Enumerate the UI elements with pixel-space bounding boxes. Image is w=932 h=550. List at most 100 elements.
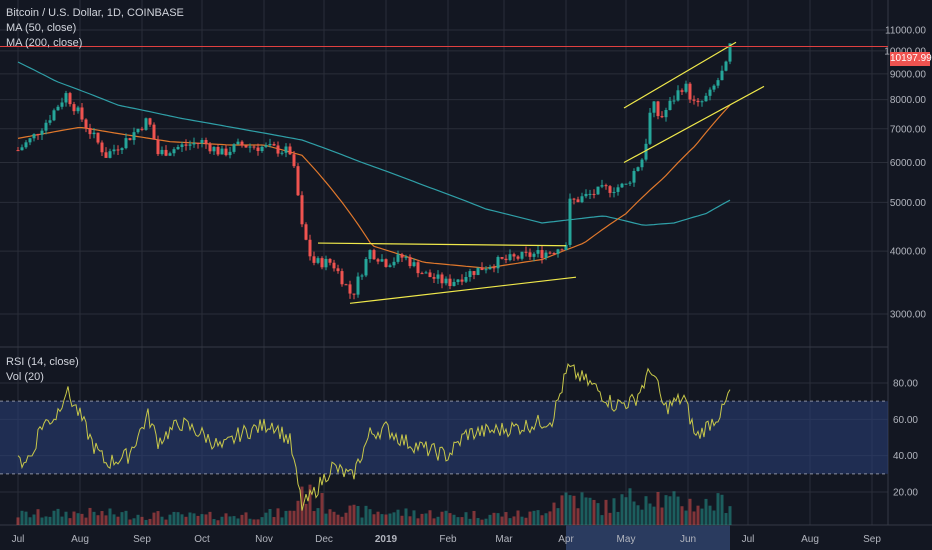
- volume-bar: [720, 494, 724, 525]
- price-tick-label: 3000.00: [890, 310, 927, 321]
- candle-body: [516, 256, 520, 259]
- volume-bar: [260, 517, 264, 525]
- volume-bar: [44, 516, 48, 525]
- price-tick-label: 4000.00: [890, 247, 927, 258]
- time-tick-label: Aug: [71, 534, 89, 545]
- volume-bar: [240, 514, 244, 525]
- time-tick-label: May: [617, 534, 636, 545]
- volume-bar: [248, 518, 252, 525]
- candle-body: [272, 143, 276, 146]
- volume-bar: [100, 511, 104, 525]
- volume-bar: [424, 513, 428, 525]
- trendline-triangle-lower[interactable]: [349, 276, 577, 304]
- volume-bar: [700, 508, 704, 525]
- volume-bar: [292, 510, 296, 525]
- volume-bar: [168, 514, 172, 525]
- candle-body: [560, 249, 564, 251]
- volume-bar: [412, 510, 416, 525]
- trendline-channel-upper[interactable]: [623, 41, 737, 109]
- volume-bar: [616, 511, 620, 525]
- volume-bar: [228, 516, 232, 525]
- volume-bar: [332, 511, 336, 525]
- candle-body: [420, 273, 424, 275]
- candle-body: [64, 93, 68, 103]
- candle-body: [328, 258, 332, 263]
- candle-body: [224, 148, 228, 156]
- candle-body: [292, 154, 296, 167]
- symbol-title[interactable]: Bitcoin / U.S. Dollar, 1D, COINBASE: [6, 7, 184, 19]
- candle-body: [260, 146, 264, 152]
- candle-body: [712, 85, 716, 90]
- candle-body: [172, 149, 176, 154]
- candle-body: [460, 279, 464, 282]
- volume-bar: [476, 518, 480, 525]
- rsi-legend[interactable]: RSI (14, close): [6, 356, 79, 368]
- volume-bar: [468, 518, 472, 525]
- volume-bar: [644, 496, 648, 525]
- candle-body: [144, 118, 148, 130]
- candle-body: [540, 250, 544, 258]
- volume-bar: [56, 508, 60, 525]
- candle-body: [36, 134, 40, 136]
- candle-body: [336, 268, 340, 272]
- volume-bar: [216, 520, 220, 525]
- trendline-channel-lower[interactable]: [623, 85, 765, 164]
- candle-body: [348, 284, 352, 294]
- volume-bar: [368, 509, 372, 525]
- volume-bar: [120, 512, 124, 525]
- time-tick-label: Apr: [558, 534, 574, 545]
- volume-bar: [28, 517, 32, 525]
- candle-body: [416, 262, 420, 274]
- candle-body: [424, 272, 428, 274]
- time-tick-label: Aug: [801, 534, 819, 545]
- volume-legend[interactable]: Vol (20): [6, 371, 44, 383]
- volume-bar: [480, 519, 484, 525]
- candle-body: [208, 143, 212, 152]
- candle-body: [692, 99, 696, 101]
- price-axis[interactable]: 3000.00 4000.00 5000.00 6000.00 7000.00 8000.…: [884, 26, 926, 499]
- volume-bar: [244, 512, 248, 525]
- candle-body: [240, 141, 244, 146]
- volume-bar: [428, 510, 432, 525]
- candle-body: [584, 193, 588, 197]
- volume-bar: [128, 519, 132, 525]
- candle-body: [228, 151, 232, 156]
- candle-body: [552, 253, 556, 255]
- candle-body: [608, 186, 612, 193]
- candle-body: [644, 143, 648, 160]
- candle-body: [520, 251, 524, 259]
- candle-body: [28, 138, 32, 143]
- rsi-tick-label: 80.00: [893, 379, 918, 390]
- candle-body: [168, 153, 172, 156]
- ma200-legend[interactable]: MA (200, close): [6, 37, 83, 49]
- rsi-band-fill: [0, 401, 888, 474]
- volume-bar: [592, 499, 596, 525]
- volume-bar: [728, 506, 732, 525]
- volume-bar: [488, 514, 492, 525]
- ma50-legend[interactable]: MA (50, close): [6, 22, 77, 34]
- trendlines: [317, 41, 765, 304]
- volume-bar: [604, 499, 608, 525]
- candle-body: [504, 258, 508, 261]
- volume-bar: [76, 513, 80, 525]
- candle-body: [48, 120, 52, 123]
- volume-bar: [316, 508, 320, 525]
- candle-body: [68, 93, 72, 105]
- price-tick-label: 6000.00: [890, 158, 927, 169]
- price-tick-label: 9000.00: [890, 69, 927, 80]
- volume-bars: [16, 484, 732, 525]
- time-axis[interactable]: Jul Aug Sep Oct Nov Dec 2019 Feb Mar Apr May Jun Jul…: [12, 534, 882, 545]
- trendline-triangle-upper[interactable]: [317, 242, 567, 247]
- volume-bar: [456, 517, 460, 525]
- candle-body: [524, 251, 528, 253]
- candle-body: [152, 124, 156, 140]
- candle-body: [112, 149, 116, 152]
- time-tick-label: Sep: [863, 534, 881, 545]
- candle-body: [136, 128, 140, 133]
- volume-bar: [376, 511, 380, 525]
- candle-body: [308, 239, 312, 257]
- candle-body: [648, 112, 652, 144]
- candle-body: [188, 144, 192, 146]
- candle-body: [32, 134, 36, 139]
